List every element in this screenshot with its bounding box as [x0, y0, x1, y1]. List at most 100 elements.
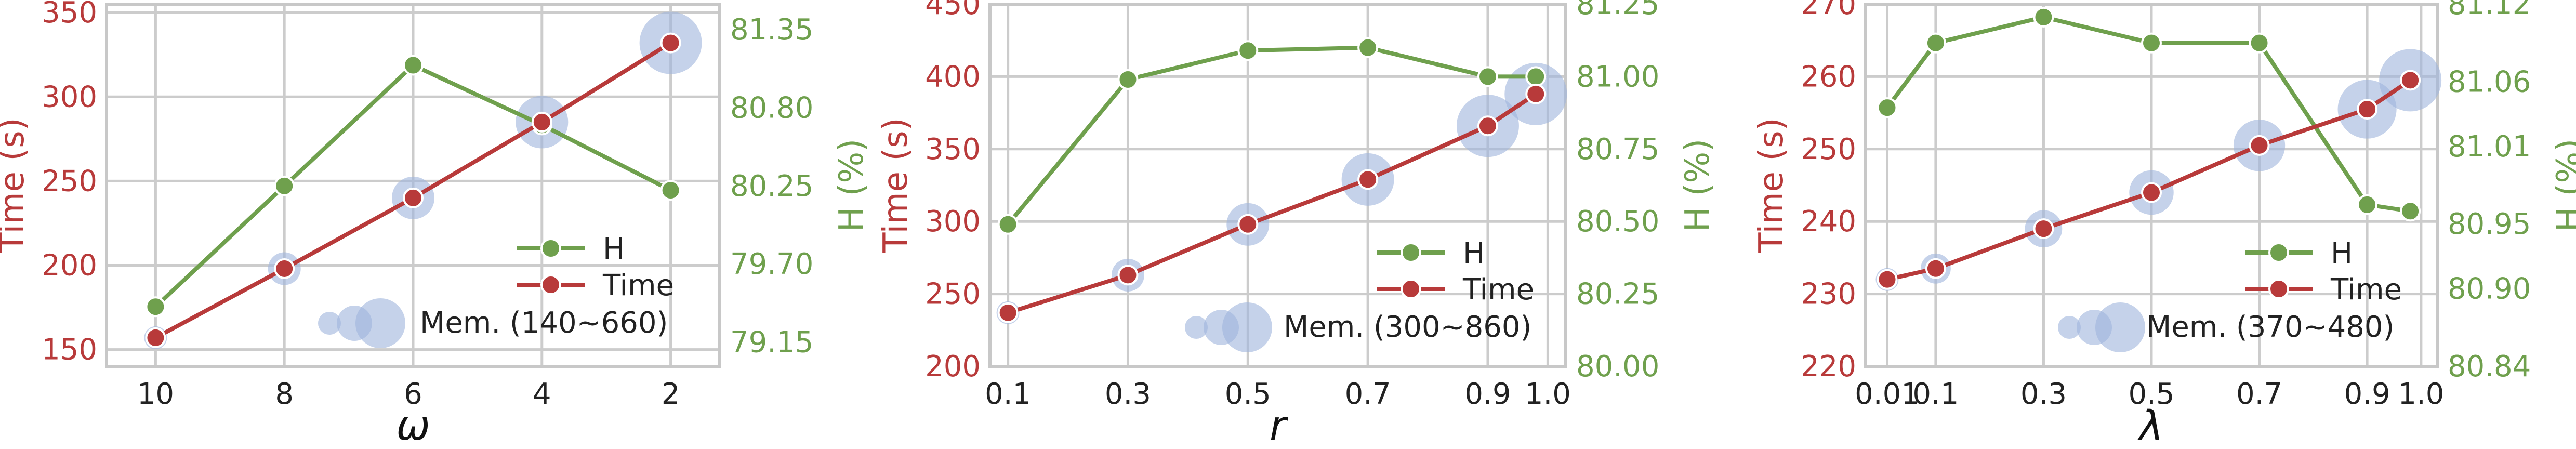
- data-point-h: [403, 55, 424, 76]
- left-tick-label: 260: [1801, 60, 1856, 94]
- legend-label: Time: [1462, 273, 1534, 307]
- right-tick-label: 79.15: [730, 326, 813, 360]
- x-tick-label: 0.5: [2128, 377, 2174, 411]
- x-tick-label: 1.0: [1525, 377, 1571, 411]
- right-tick-label: 80.90: [2448, 272, 2531, 306]
- data-point-time: [1925, 258, 1946, 279]
- x-tick-label: 0.9: [1464, 377, 1511, 411]
- data-point-h: [1925, 32, 1946, 54]
- data-point-time: [145, 327, 166, 348]
- right-tick-label: 81.06: [2448, 65, 2531, 99]
- x-tick-label: 0.3: [2020, 377, 2067, 411]
- data-point-time: [1525, 83, 1547, 104]
- memory-legend-bubble: [318, 312, 341, 335]
- data-point-time: [2400, 70, 2421, 91]
- left-tick-label: 350: [925, 133, 981, 166]
- data-point-time: [1117, 265, 1139, 286]
- x-axis-title: ω: [396, 403, 430, 449]
- memory-legend-bubble: [2095, 302, 2145, 352]
- left-tick-label: 450: [925, 0, 981, 21]
- legend-marker: [540, 274, 561, 295]
- right-tick-label: 81.01: [2448, 130, 2531, 164]
- x-tick-label: 6: [404, 377, 422, 411]
- data-point-time: [1357, 169, 1379, 190]
- memory-legend-bubble: [1222, 302, 1272, 352]
- chart-panel-2: 200 250 300 350 400 450 80.00 80.25 80.50 80.75 81…: [877, 0, 1717, 449]
- x-tick-label: 4: [533, 377, 551, 411]
- data-point-time: [1477, 115, 1498, 137]
- right-tick-label: 80.80: [730, 91, 813, 125]
- x-tick-label: 0.9: [2344, 377, 2390, 411]
- legend-marker: [2268, 242, 2289, 263]
- data-point-h: [2400, 201, 2421, 222]
- memory-legend: Mem. (140~660): [318, 298, 668, 348]
- x-tick-label: 0.3: [1105, 377, 1151, 411]
- x-tick-label: 0.7: [1345, 377, 1391, 411]
- right-tick-label: 80.95: [2448, 207, 2531, 241]
- data-point-h: [1477, 66, 1498, 87]
- right-tick-label: 79.70: [730, 247, 813, 281]
- x-tick-label: 0.7: [2236, 377, 2282, 411]
- memory-legend-label: Mem. (370~480): [2146, 310, 2394, 344]
- plot-frame: [988, 3, 1567, 368]
- left-tick-label: 250: [925, 278, 981, 311]
- x-tick-label: 0.01: [1855, 377, 1920, 411]
- memory-legend-label: Mem. (300~860): [1284, 310, 1531, 344]
- y-axis-title-right: H (%): [833, 139, 871, 232]
- right-tick-label: 80.75: [1576, 133, 1659, 166]
- data-point-h: [660, 180, 681, 201]
- y-axis-title-right: H (%): [1679, 139, 1717, 232]
- left-tick-label: 250: [42, 164, 97, 198]
- x-tick-label: 8: [275, 377, 294, 411]
- data-point-time: [2033, 218, 2054, 240]
- right-tick-label: 80.84: [2448, 350, 2531, 384]
- left-tick-label: 300: [925, 205, 981, 239]
- data-point-time: [531, 111, 552, 133]
- y-axis-title-right: H (%): [2550, 139, 2576, 232]
- right-tick-label: 81.35: [730, 13, 813, 47]
- memory-legend-bubble: [355, 298, 405, 348]
- x-tick-label: 2: [662, 377, 680, 411]
- data-point-time: [660, 32, 681, 54]
- x-tick-label: 0.1: [1912, 377, 1959, 411]
- y-axis-title-left: Time (s): [0, 117, 32, 253]
- legend-label: H: [603, 232, 625, 266]
- left-tick-label: 270: [1801, 0, 1856, 21]
- right-tick-label: 80.25: [1576, 278, 1659, 311]
- y-axis-title-left: Time (s): [1752, 117, 1791, 253]
- memory-legend-bubble: [1185, 316, 1208, 339]
- data-point-h: [2357, 194, 2378, 215]
- x-tick-label: 0.5: [1225, 377, 1271, 411]
- x-axis-title: λ: [2137, 403, 2163, 449]
- chart-panel-1: 150 200 250 300 350 79.15 79.70 80.25 80.80 81.35…: [0, 0, 871, 449]
- left-tick-label: 220: [1801, 350, 1856, 384]
- left-tick-label: 200: [42, 248, 97, 282]
- left-tick-label: 350: [42, 0, 97, 30]
- data-point-h: [1237, 40, 1259, 61]
- data-point-h: [1117, 69, 1139, 90]
- x-tick-label: 0.1: [985, 377, 1031, 411]
- right-tick-label: 80.00: [1576, 350, 1659, 384]
- left-tick-label: 400: [925, 60, 981, 94]
- legend-marker: [2268, 279, 2289, 299]
- legend-marker: [540, 238, 561, 259]
- gridlines: [107, 4, 720, 366]
- data-point-h: [2141, 32, 2162, 54]
- right-tick-label: 80.50: [1576, 205, 1659, 239]
- data-point-h: [997, 214, 1019, 235]
- legend-label: Time: [2330, 273, 2402, 307]
- data-point-time: [2249, 135, 2270, 156]
- right-tick-label: 81.25: [1576, 0, 1659, 21]
- x-tick-label: 1.0: [2398, 377, 2444, 411]
- memory-legend: Mem. (370~480): [2058, 302, 2394, 352]
- left-tick-label: 230: [1801, 278, 1856, 311]
- legend-marker: [1401, 242, 1421, 263]
- data-point-h: [2033, 6, 2054, 28]
- data-point-time: [1237, 214, 1259, 235]
- legend-marker: [1401, 279, 1421, 299]
- left-tick-label: 150: [42, 333, 97, 367]
- memory-legend-label: Mem. (140~660): [420, 306, 668, 340]
